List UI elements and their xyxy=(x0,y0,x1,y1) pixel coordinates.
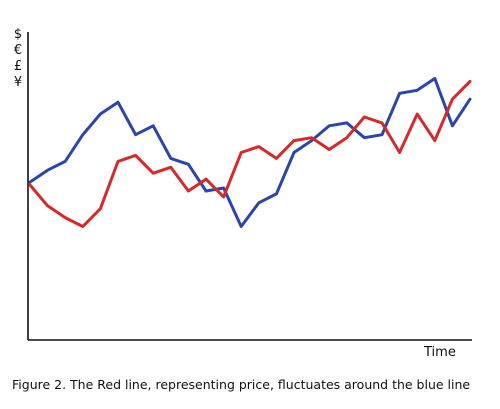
x-axis-label: Time xyxy=(424,345,456,360)
series-red-line xyxy=(28,79,472,228)
y-label-dollar: $ xyxy=(13,27,23,42)
series-layer xyxy=(28,77,472,228)
y-label-yen: ¥ xyxy=(13,75,23,90)
y-label-euro: € xyxy=(13,43,23,58)
series-blue-line xyxy=(28,77,472,228)
y-label-pound: £ xyxy=(13,59,23,74)
figure-caption: Figure 2. The Red line, representing pri… xyxy=(12,377,471,392)
